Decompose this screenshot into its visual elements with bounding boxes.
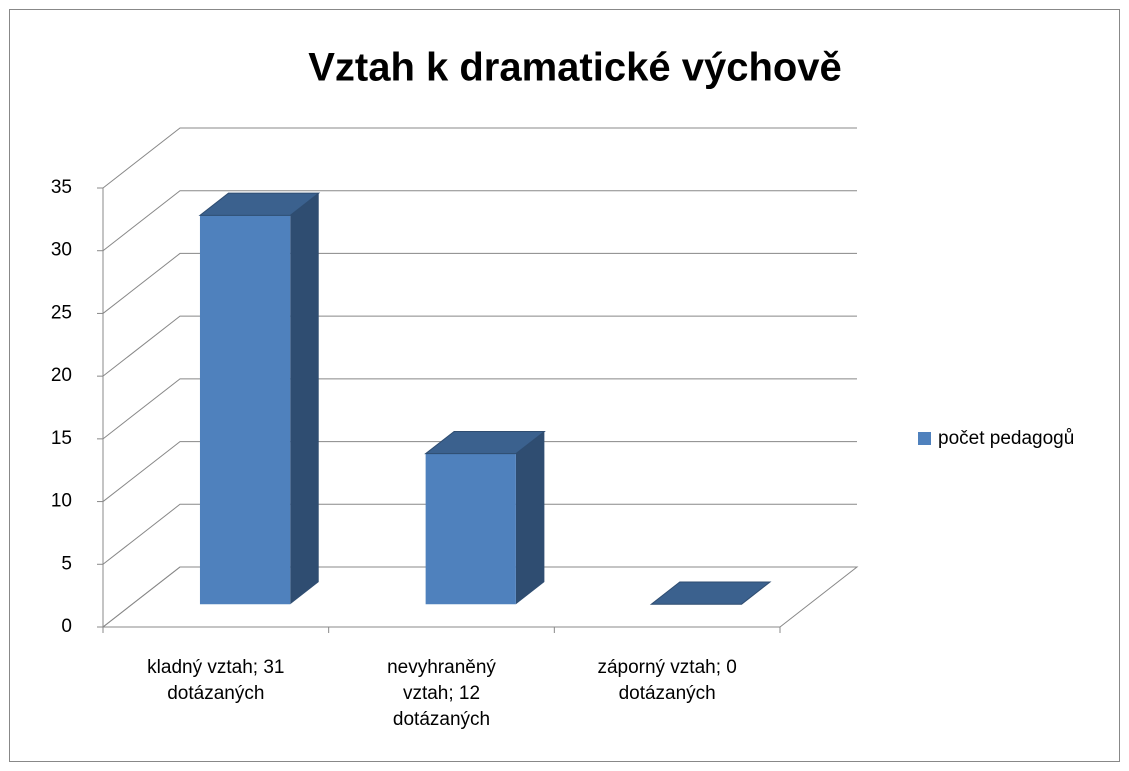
grid-line (102, 378, 857, 440)
y-tick-label: 15 (51, 428, 72, 449)
y-tick-label: 30 (51, 240, 72, 261)
legend-label: počet pedagogů (938, 428, 1074, 449)
bar-front (199, 215, 291, 605)
y-tick-label: 10 (51, 491, 72, 512)
y-tick-label: 0 (61, 616, 72, 637)
y-tick-label: 35 (51, 177, 72, 198)
grid-line (102, 503, 857, 565)
grid-line (102, 441, 857, 502)
y-tick-label: 20 (51, 365, 72, 386)
y-tick-label: 25 (51, 302, 72, 323)
bar-front (425, 453, 516, 605)
chart-border (9, 9, 1120, 762)
y-tick-label: 5 (61, 553, 72, 574)
legend-swatch (918, 432, 931, 445)
bar-side (515, 431, 545, 605)
grid-line (102, 127, 857, 189)
x-tick-label: kladný vztah; 31 dotázaných (147, 657, 285, 704)
bar-top (424, 430, 546, 455)
grid-line (102, 252, 857, 314)
chart-title: Vztah k dramatické výchově (308, 46, 842, 90)
grid-line (102, 566, 857, 628)
x-tick-label: nevyhraněný vztah; 12 dotázaných (387, 657, 496, 730)
grid-line (102, 190, 857, 252)
x-tick-label: záporný vztah; 0 dotázaných (597, 657, 737, 704)
bar-top (198, 192, 321, 216)
bar-side (290, 193, 319, 605)
bar-top (649, 581, 772, 605)
grid-line (102, 315, 857, 377)
